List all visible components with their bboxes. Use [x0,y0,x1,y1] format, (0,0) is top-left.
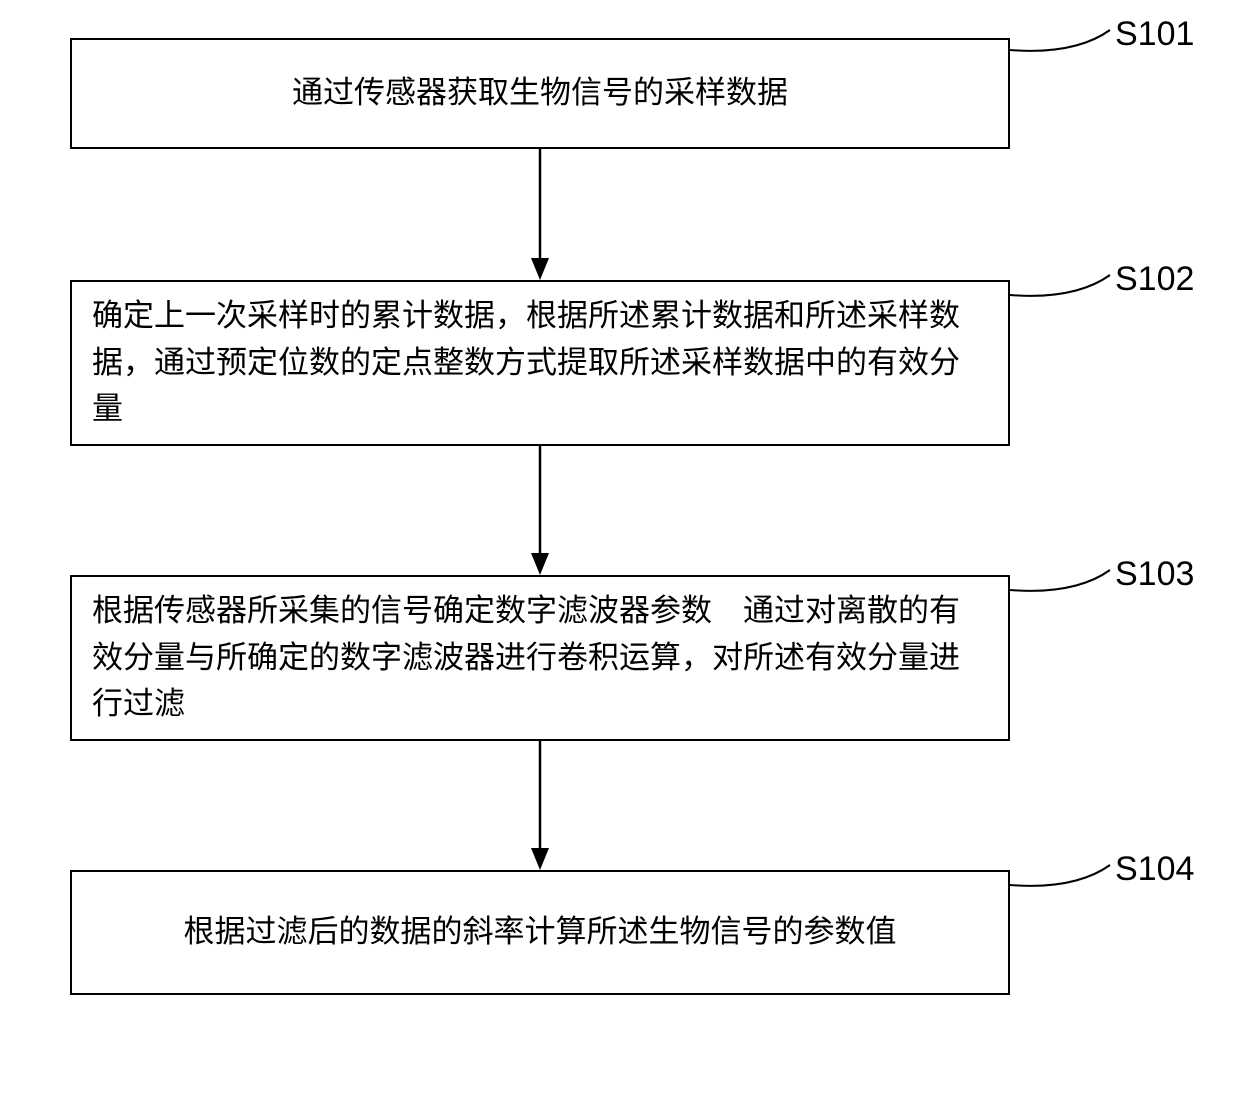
flowchart-container: 通过传感器获取生物信号的采样数据 确定上一次采样时的累计数据，根据所述累计数据和… [0,0,1240,1095]
arrow-s103-s104 [0,0,1240,1095]
